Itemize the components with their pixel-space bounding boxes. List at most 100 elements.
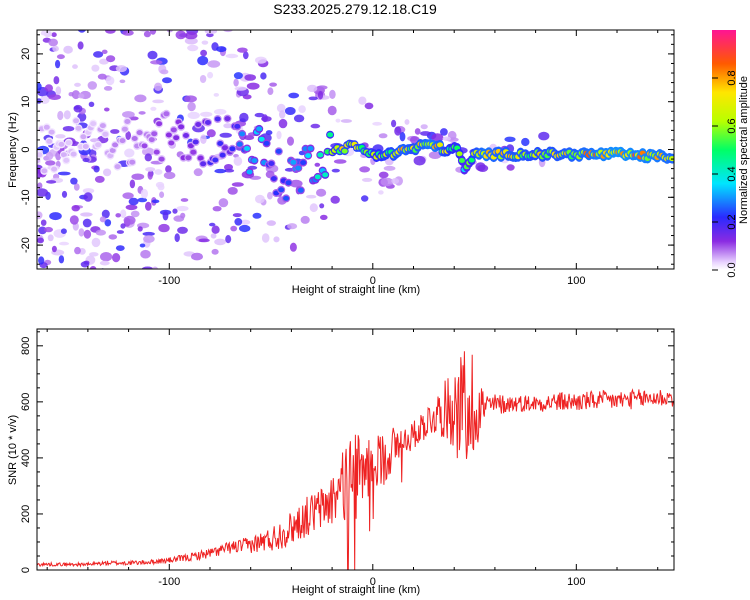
spectrogram-ridge-cell: [114, 164, 121, 170]
spectrogram-ridge-cell: [129, 159, 136, 165]
spectrogram-noise-cell: [159, 191, 165, 198]
spectrogram-noise-cell: [57, 171, 71, 176]
spectrogram-noise-cell: [58, 255, 65, 264]
spectrogram-noise-cell: [140, 188, 148, 199]
spectrogram-ridge-cell: [268, 161, 275, 166]
spectrogram-noise-cell: [84, 12, 92, 21]
spectrogram-noise-cell: [199, 75, 207, 83]
snr-y-tick-label: 600: [20, 393, 32, 411]
spectrogram-noise-cell: [45, 160, 56, 166]
spectrogram-ridge-cell: [43, 124, 50, 130]
spectrogram-noise-cell: [63, 45, 73, 54]
spectrogram-ridge-cell: [217, 141, 224, 146]
spectrogram-noise-cell: [140, 249, 151, 259]
spectrogram-noise-cell: [63, 110, 71, 120]
spectrogram-noise-cell: [137, 226, 143, 232]
spectrogram-noise-cell: [75, 30, 79, 31]
spectrogram-noise-cell: [101, 49, 108, 54]
spectrogram-noise-cell: [335, 118, 341, 123]
spectrogram-noise-cell: [151, 22, 163, 28]
spectrogram-noise-cell: [82, 188, 95, 194]
spectrogram-noise-cell: [120, 223, 126, 229]
spectrogram-noise-cell: [40, 219, 47, 226]
spectrogram-noise-cell: [329, 89, 336, 99]
spectrogram-noise-cell: [201, 40, 209, 45]
spectrogram-noise-cell: [48, 94, 61, 100]
spectrogram-noise-cell: [113, 275, 124, 281]
spectrogram-noise-cell: [239, 112, 249, 123]
spectrogram-noise-cell: [308, 96, 318, 101]
spectrogram-noise-cell: [442, 136, 451, 141]
spectrogram-noise-cell: [180, 30, 183, 31]
snr-y-tick-label: 400: [20, 449, 32, 467]
spectrogram-ridge-cell: [239, 131, 246, 137]
spectrogram-noise-cell: [223, 30, 233, 33]
spectrogram-noise-cell: [279, 110, 286, 119]
spectrogram-ridge-cell: [70, 151, 77, 157]
spectrogram-ridge-cell: [90, 121, 97, 127]
spectrogram-noise-cell: [180, 198, 189, 202]
spectrogram-noise-cell: [116, 230, 124, 234]
spectrogram-noise-cell: [77, 30, 87, 33]
spectrogram-noise-cell: [128, 197, 139, 206]
spectrogram-noise-cell: [130, 210, 140, 218]
spectrogram-noise-cell: [100, 18, 111, 24]
spectrogram-noise-cell: [200, 111, 213, 117]
spectrogram-noise-cell: [104, 219, 112, 227]
spectrogram-ridge-cell: [222, 145, 228, 151]
spectrogram-noise-cell: [187, 44, 199, 52]
spectrogram-noise-cell: [42, 13, 50, 20]
spectrogram-noise-cell: [358, 96, 367, 105]
spectrogram-noise-cell: [260, 72, 267, 80]
snr-x-label: Height of straight line (km): [292, 584, 420, 596]
spectrogram-noise-cell: [40, 30, 47, 36]
spectrogram-noise-cell: [49, 212, 62, 221]
spectrogram-noise-cell: [119, 79, 126, 84]
spectrogram-noise-cell: [147, 50, 158, 60]
spectrogram-noise-cell: [122, 192, 134, 199]
spectrogram-noise-cell: [176, 205, 189, 212]
spectrogram-ridge-cell: [256, 126, 263, 132]
spectrogram-noise-cell: [187, 111, 200, 119]
spectrogram-noise-cell: [158, 22, 166, 27]
spectrogram-noise-cell: [74, 246, 81, 255]
spectrogram-ridge-cell: [75, 125, 82, 131]
spectrogram-noise-cell: [237, 47, 248, 53]
spectrogram-noise-cell: [399, 132, 406, 142]
spectrogram-ridge-cell: [148, 137, 155, 143]
spectrogram-ridge-cell: [37, 152, 43, 158]
spectrogram-noise-cell: [316, 85, 328, 90]
spectrogram-noise-cell: [109, 269, 119, 274]
spectrogram-noise-cell: [62, 271, 68, 278]
colorbar-scale: [712, 30, 736, 270]
spectrogram-noise-cell: [216, 46, 227, 53]
spectrogram-noise-cell: [103, 86, 113, 91]
spectrogram-noise-cell: [174, 11, 185, 17]
spectrogram-cells: [37, 11, 674, 281]
spectrogram-noise-cell: [100, 252, 113, 262]
spectrogram-noise-cell: [230, 225, 238, 232]
spectrogram-noise-cell: [165, 165, 172, 173]
spectrogram-ridge-cell: [73, 118, 80, 124]
spectrogram-noise-cell: [137, 197, 148, 203]
spectrogram-noise-cell: [261, 233, 270, 243]
spectrogram-noise-cell: [106, 55, 116, 63]
spectrogram-noise-cell: [288, 92, 300, 99]
spectrogram-noise-cell: [276, 103, 286, 113]
spectrogram-noise-cell: [46, 21, 58, 25]
spectrogram-noise-cell: [62, 126, 75, 132]
spectrogram-noise-cell: [44, 226, 53, 233]
spectrogram-noise-cell: [57, 110, 64, 121]
spectrogram-noise-cell: [37, 211, 43, 220]
snr-y-label: SNR (10 * v/v): [7, 415, 19, 485]
spectrogram-ridge-cell: [278, 187, 285, 193]
spectrogram-noise-cell: [125, 204, 138, 211]
spectrogram-noise-cell: [213, 93, 219, 97]
spectrogram-noise-cell: [37, 98, 42, 104]
spectrogram-ridge-cell: [170, 127, 177, 133]
spectrogram-noise-cell: [240, 219, 251, 225]
spectrogram-noise-cell: [276, 130, 282, 140]
spectrogram-noise-cell: [162, 211, 169, 221]
spectrogram-y-tick-label: -20: [20, 237, 32, 253]
spectrogram-noise-cell: [213, 108, 227, 115]
